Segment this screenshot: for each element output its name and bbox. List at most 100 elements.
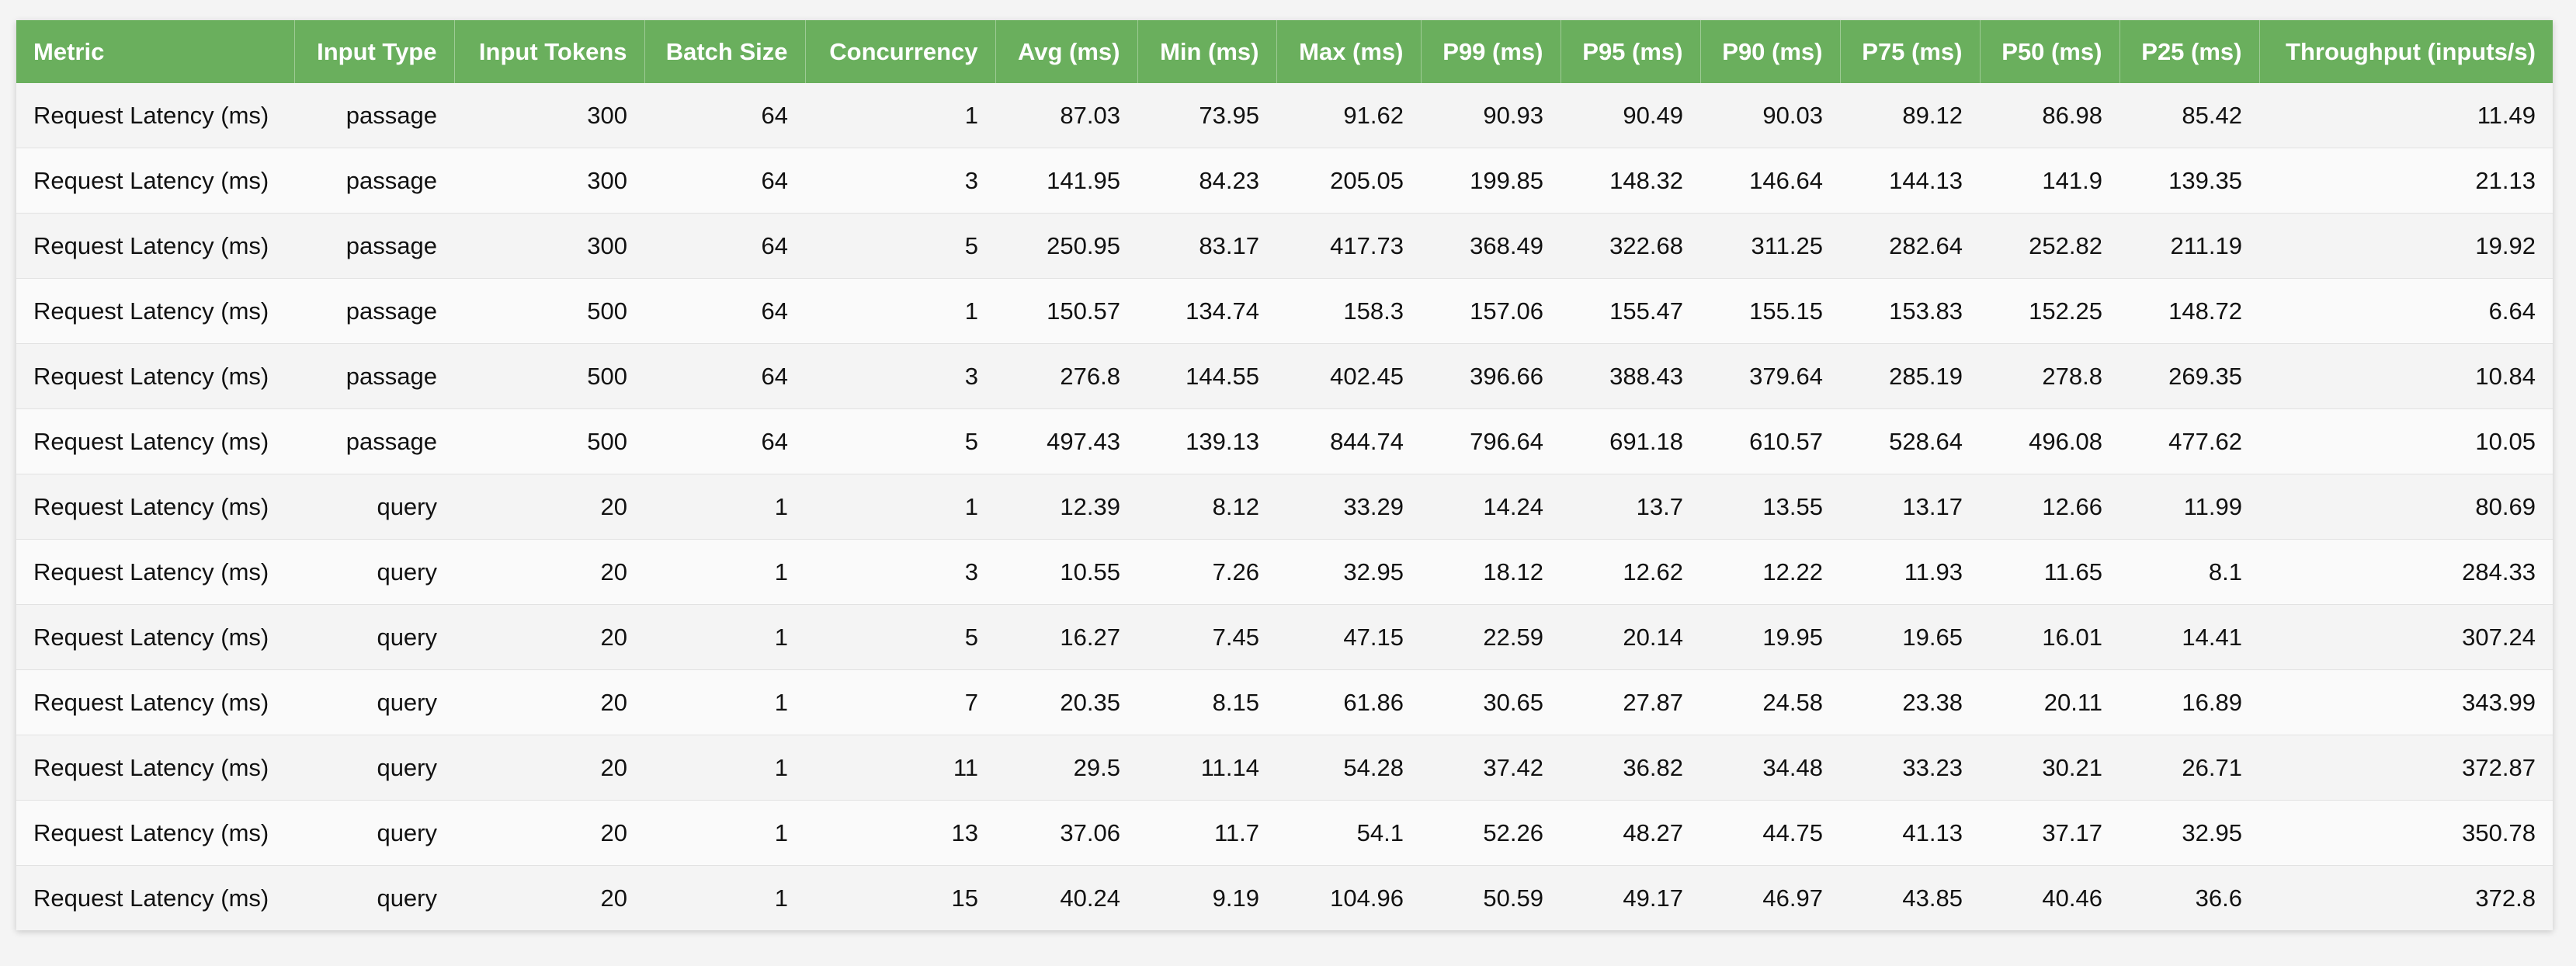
cell-batch-size: 1 [644,474,805,540]
cell-p25: 14.41 [2119,604,2259,670]
cell-p50: 11.65 [1980,539,2119,605]
cell-p75: 41.13 [1840,800,1980,866]
cell-max: 33.29 [1276,474,1421,540]
column-header-input-tokens[interactable]: Input Tokens [454,20,645,83]
cell-avg: 37.06 [995,800,1137,866]
cell-throughput: 10.84 [2259,343,2553,409]
cell-metric: Request Latency (ms) [16,83,294,148]
cell-input-type: query [294,735,454,801]
cell-input-type: passage [294,278,454,344]
cell-concurrency: 1 [805,278,995,344]
table-row: Request Latency (ms) passage 500 64 1 150.57 1… [16,278,2553,344]
table-row: Request Latency (ms) query 20 1 7 20.35 8.15 61… [16,669,2553,735]
cell-concurrency: 1 [805,474,995,540]
cell-p99: 199.85 [1421,148,1561,214]
column-header-metric[interactable]: Metric [16,20,295,83]
cell-p99: 22.59 [1421,604,1561,670]
cell-metric: Request Latency (ms) [16,604,294,670]
column-header-throughput[interactable]: Throughput (inputs/s) [2259,20,2553,83]
cell-p25: 36.6 [2119,865,2259,930]
cell-concurrency: 3 [805,148,995,214]
cell-batch-size: 1 [644,865,805,930]
cell-p75: 285.19 [1840,343,1980,409]
cell-concurrency: 3 [805,343,995,409]
cell-p25: 211.19 [2119,213,2259,279]
cell-p90: 311.25 [1700,213,1840,279]
cell-p95: 691.18 [1561,408,1700,474]
cell-throughput: 372.87 [2259,735,2553,801]
cell-min: 139.13 [1137,408,1276,474]
cell-input-type: query [294,474,454,540]
column-header-batch-size[interactable]: Batch Size [644,20,806,83]
cell-min: 7.26 [1137,539,1276,605]
cell-p90: 610.57 [1700,408,1840,474]
cell-p75: 23.38 [1840,669,1980,735]
column-header-p75[interactable]: P75 (ms) [1840,20,1981,83]
cell-input-type: passage [294,213,454,279]
cell-min: 11.7 [1137,800,1276,866]
column-header-concurrency[interactable]: Concurrency [805,20,996,83]
cell-input-type: query [294,604,454,670]
cell-input-tokens: 20 [454,669,644,735]
cell-batch-size: 64 [644,148,805,214]
cell-min: 73.95 [1137,83,1276,148]
cell-p95: 12.62 [1561,539,1700,605]
column-header-p99[interactable]: P99 (ms) [1421,20,1561,83]
cell-p90: 34.48 [1700,735,1840,801]
cell-batch-size: 64 [644,83,805,148]
column-header-p90[interactable]: P90 (ms) [1700,20,1841,83]
cell-input-tokens: 500 [454,278,644,344]
cell-input-type: query [294,539,454,605]
cell-p75: 33.23 [1840,735,1980,801]
cell-metric: Request Latency (ms) [16,343,294,409]
cell-avg: 12.39 [995,474,1137,540]
cell-p95: 13.7 [1561,474,1700,540]
table-row: Request Latency (ms) passage 300 64 1 87.03 73… [16,83,2553,148]
cell-p95: 148.32 [1561,148,1700,214]
cell-concurrency: 11 [805,735,995,801]
cell-metric: Request Latency (ms) [16,408,294,474]
cell-p25: 477.62 [2119,408,2259,474]
cell-min: 11.14 [1137,735,1276,801]
column-header-min[interactable]: Min (ms) [1137,20,1277,83]
column-header-max[interactable]: Max (ms) [1276,20,1422,83]
cell-p50: 86.98 [1980,83,2119,148]
cell-input-tokens: 20 [454,539,644,605]
column-header-p25[interactable]: P25 (ms) [2119,20,2260,83]
cell-max: 844.74 [1276,408,1421,474]
cell-metric: Request Latency (ms) [16,148,294,214]
table-row: Request Latency (ms) passage 300 64 3 141.95 8… [16,148,2553,214]
cell-p75: 13.17 [1840,474,1980,540]
column-header-p50[interactable]: P50 (ms) [1980,20,2120,83]
cell-avg: 20.35 [995,669,1137,735]
cell-p25: 11.99 [2119,474,2259,540]
cell-max: 158.3 [1276,278,1421,344]
cell-throughput: 350.78 [2259,800,2553,866]
cell-input-type: passage [294,83,454,148]
cell-input-tokens: 20 [454,604,644,670]
cell-input-tokens: 20 [454,474,644,540]
cell-p50: 37.17 [1980,800,2119,866]
cell-p99: 90.93 [1421,83,1561,148]
cell-concurrency: 15 [805,865,995,930]
cell-p90: 44.75 [1700,800,1840,866]
latency-table-card: Metric Input Type Input Tokens Batch Size Co… [16,20,2553,930]
cell-p90: 379.64 [1700,343,1840,409]
cell-p99: 52.26 [1421,800,1561,866]
column-header-input-type[interactable]: Input Type [294,20,455,83]
column-header-avg[interactable]: Avg (ms) [995,20,1138,83]
cell-min: 144.55 [1137,343,1276,409]
cell-p99: 14.24 [1421,474,1561,540]
cell-p75: 144.13 [1840,148,1980,214]
cell-p95: 49.17 [1561,865,1700,930]
cell-p95: 155.47 [1561,278,1700,344]
cell-p50: 40.46 [1980,865,2119,930]
column-header-p95[interactable]: P95 (ms) [1561,20,1701,83]
cell-p50: 496.08 [1980,408,2119,474]
cell-input-tokens: 300 [454,83,644,148]
cell-input-type: query [294,865,454,930]
cell-throughput: 80.69 [2259,474,2553,540]
cell-min: 9.19 [1137,865,1276,930]
cell-throughput: 6.64 [2259,278,2553,344]
table-row: Request Latency (ms) query 20 1 15 40.24 9.19 1… [16,865,2553,930]
